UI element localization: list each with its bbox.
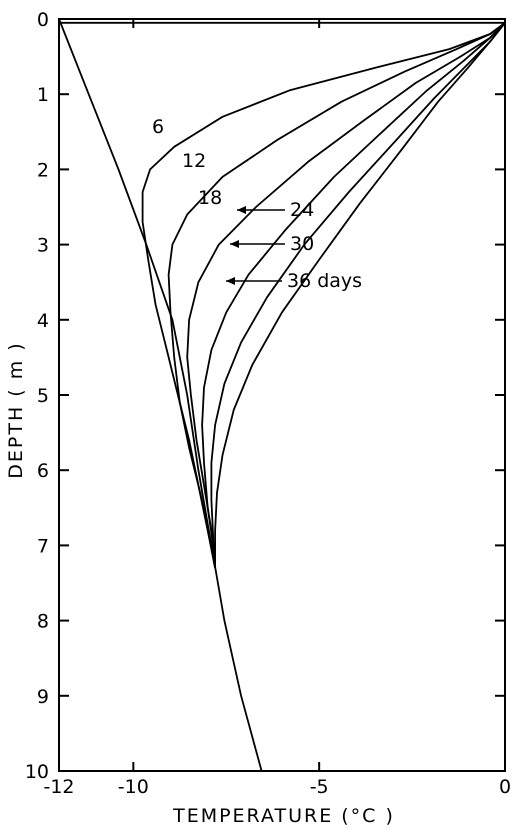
y-tick-label: 6 (37, 460, 49, 482)
curve-24 (201, 22, 506, 569)
y-axis-title: DEPTH ( m ) (5, 341, 27, 478)
curve-label: 18 (198, 187, 222, 209)
x-tick-label: -10 (118, 776, 149, 798)
arrow-head (230, 240, 239, 248)
y-tick-label: 3 (37, 235, 49, 257)
y-tick-label: 10 (25, 761, 49, 783)
x-tick-label: -5 (310, 776, 329, 798)
curve-18 (186, 22, 506, 569)
y-tick-label: 8 (37, 611, 49, 633)
y-tick-label: 1 (37, 84, 49, 106)
arrow-head (226, 277, 235, 285)
curve-label: 36 days (287, 270, 362, 292)
y-tick-label: 7 (37, 535, 49, 557)
plot-frame (58, 18, 506, 772)
y-tick-label: 0 (37, 9, 49, 31)
y-tick-label: 9 (37, 686, 49, 708)
curve-label: 30 (290, 233, 314, 255)
x-tick-label: 0 (499, 776, 511, 798)
curve-30 (210, 22, 506, 569)
y-tick-label: 5 (37, 385, 49, 407)
curve-label: 6 (152, 116, 164, 138)
y-tick-label: 4 (37, 310, 49, 332)
curve-label: 24 (290, 199, 314, 221)
curve-label: 12 (182, 150, 206, 172)
x-tick-label: -12 (43, 776, 74, 798)
curve-12 (167, 22, 506, 569)
y-tick-label: 2 (37, 159, 49, 181)
x-axis-title: TEMPERATURE (°C ) (172, 805, 395, 827)
arrow-head (237, 206, 246, 214)
curve-36-days (214, 22, 506, 568)
steady-gradient-line (58, 18, 263, 772)
curve-6 (141, 22, 506, 569)
